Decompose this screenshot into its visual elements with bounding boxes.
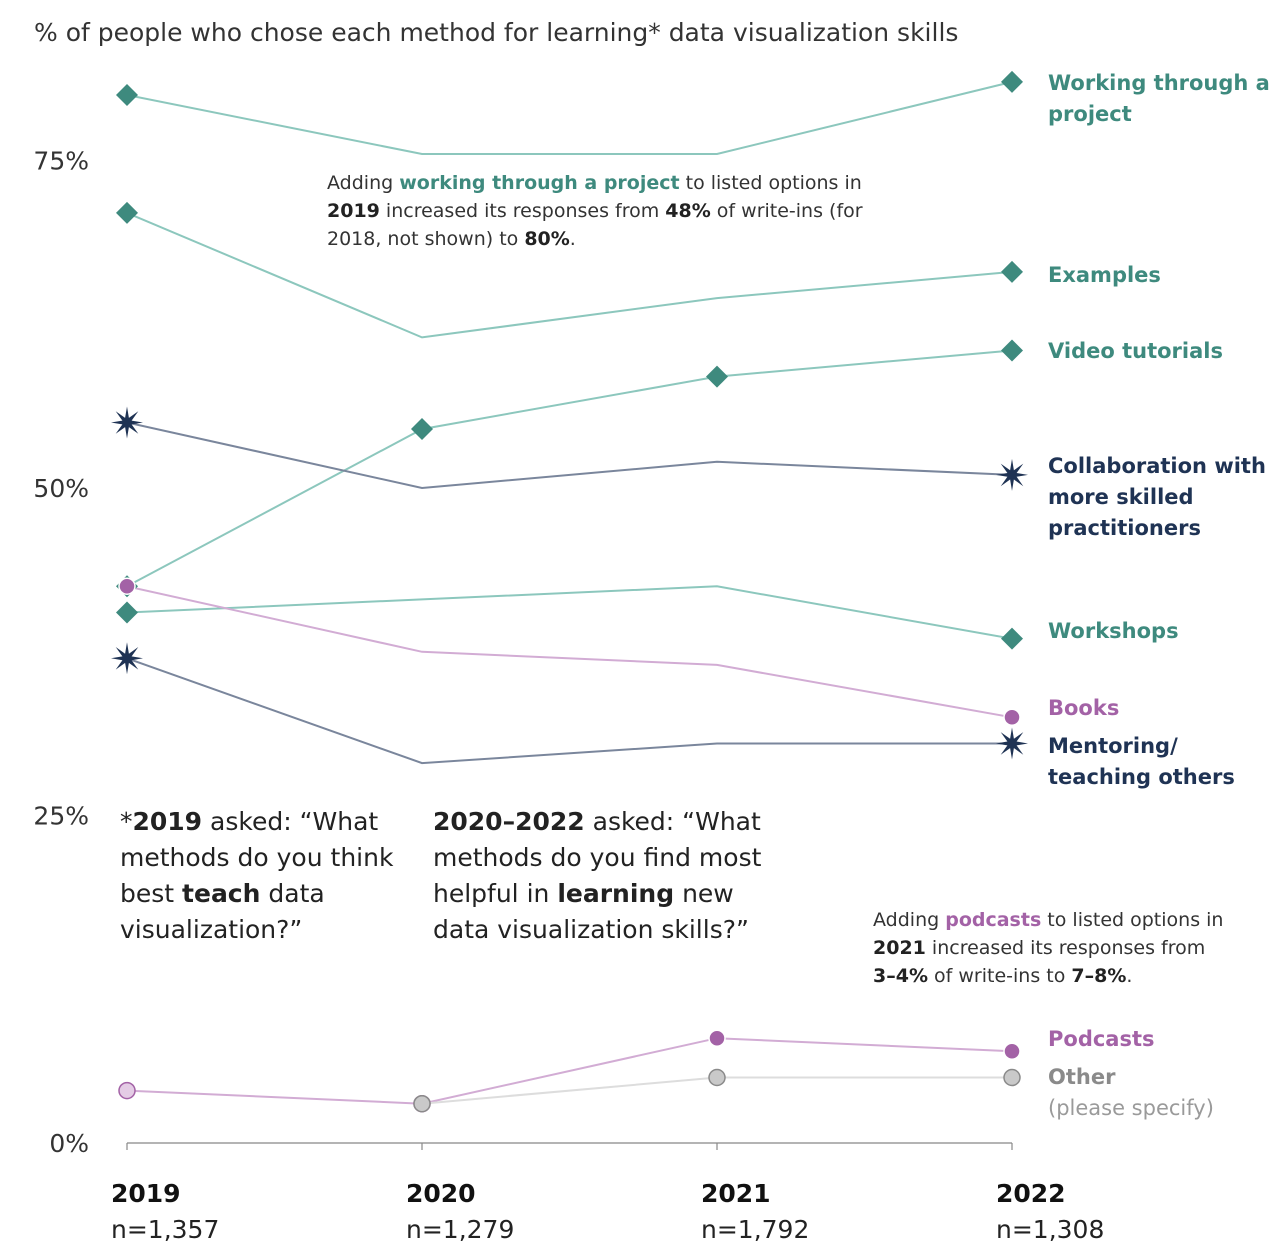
x-tick-sublabel: n=1,279	[406, 1215, 514, 1244]
marker-working-through-a-project	[116, 84, 138, 106]
marker-mentoring-teaching-others	[111, 642, 143, 675]
y-tick-label: 0%	[49, 1129, 89, 1158]
marker-podcasts	[118, 1081, 136, 1100]
series-line-collaboration-with-more-skilled-practitioners	[126, 421, 1013, 490]
y-tick-label: 50%	[33, 474, 89, 503]
x-tick-label: 2022	[996, 1179, 1066, 1208]
marker-books	[1003, 708, 1021, 726]
series-label-workshops: Workshops	[1048, 619, 1179, 643]
series-line-workshops	[126, 585, 1013, 640]
marker-podcasts	[1003, 1042, 1021, 1061]
marker-examples	[1001, 260, 1023, 283]
series-line-podcasts	[126, 1037, 1013, 1105]
marker-video-tutorials	[706, 365, 728, 388]
chart-title: % of people who chose each method for le…	[34, 18, 959, 47]
series-line-video-tutorials	[126, 349, 1013, 588]
series-label-working-through-a-project: Working through a project	[1048, 71, 1270, 126]
marker-video-tutorials	[411, 418, 433, 441]
marker-examples	[116, 201, 138, 224]
marker-mentoring-teaching-others	[996, 727, 1028, 760]
note-2019-question: *2019 asked: “What methods do you think …	[120, 807, 394, 944]
series-label-collaboration-with-more-skilled-practitioners: Collaboration with more skilled practition…	[1048, 454, 1266, 540]
series-line-mentoring-teaching-others	[126, 657, 1012, 765]
marker-collaboration-with-more-skilled-practitioners	[996, 458, 1028, 491]
marker-working-through-a-project	[1001, 70, 1023, 93]
annotation-project: Adding working through a project to list…	[327, 172, 863, 250]
series-line-books	[126, 585, 1013, 719]
series-line-examples	[126, 211, 1013, 339]
series-label-podcasts: Podcasts	[1048, 1027, 1155, 1051]
y-tick-label: 25%	[33, 802, 89, 831]
marker-video-tutorials	[1001, 339, 1023, 362]
marker-workshops	[1001, 627, 1023, 650]
series-label-video-tutorials: Video tutorials	[1048, 339, 1223, 363]
series-label-other-please-specify: Other (please specify)	[1048, 1065, 1214, 1120]
annotation-podcasts: Adding podcasts to listed options in 202…	[873, 909, 1224, 987]
x-tick-label: 2021	[701, 1179, 771, 1208]
marker-other-please-specify	[413, 1094, 431, 1113]
series-label-examples: Examples	[1048, 263, 1161, 287]
marker-podcasts	[708, 1029, 726, 1047]
x-tick-sublabel: n=1,357	[111, 1215, 219, 1244]
marker-other-please-specify	[1003, 1068, 1021, 1087]
marker-other-please-specify	[708, 1068, 726, 1087]
y-tick-label: 75%	[33, 147, 89, 176]
note-2020-2022-question: 2020–2022 asked: “What methods do you fi…	[433, 807, 762, 944]
marker-workshops	[116, 601, 138, 624]
marker-books	[118, 577, 136, 595]
x-tick-sublabel: n=1,792	[701, 1215, 809, 1244]
series-label-mentoring-teaching-others: Mentoring/teaching others	[1048, 734, 1235, 789]
x-tick-label: 2020	[406, 1179, 476, 1208]
series-line-working-through-a-project	[126, 80, 1013, 155]
marker-collaboration-with-more-skilled-practitioners	[111, 406, 143, 439]
series-label-books: Books	[1048, 696, 1119, 720]
x-tick-label: 2019	[111, 1179, 181, 1208]
x-tick-sublabel: n=1,308	[996, 1215, 1104, 1244]
